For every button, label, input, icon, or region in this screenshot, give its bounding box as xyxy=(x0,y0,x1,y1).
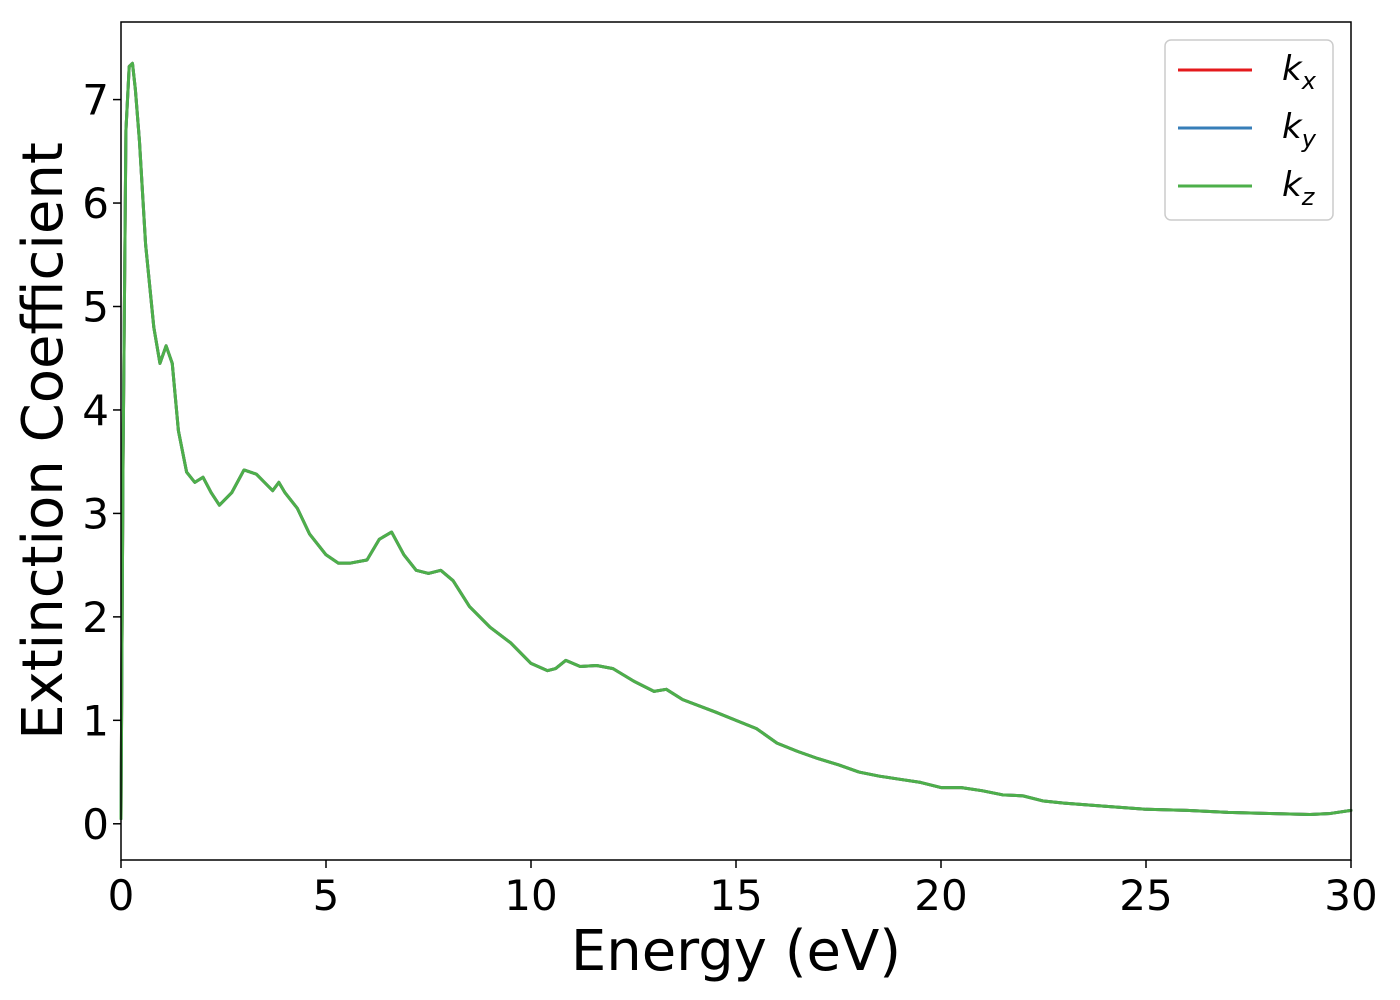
series-line-kz xyxy=(119,61,1353,821)
y-tick-label: 3 xyxy=(82,489,109,538)
y-tick-label: 4 xyxy=(82,386,109,435)
x-tick-label: 5 xyxy=(313,871,340,920)
y-tick-label: 2 xyxy=(82,593,109,642)
x-axis-label: Energy (eV) xyxy=(571,919,901,984)
legend-frame xyxy=(1164,39,1334,221)
y-axis-label: Extinction Coefficient xyxy=(11,142,76,740)
legend: kx ky kz xyxy=(1164,39,1334,221)
ticks-layer: 0 5 10 15 20 25 30 0 1 2 3 4 5 6 7 xyxy=(82,76,1377,920)
y-tick-label: 5 xyxy=(82,283,109,332)
x-tick-label: 20 xyxy=(914,871,967,920)
legend-label-kx: kx xyxy=(1282,49,1317,95)
legend-label-kz: kz xyxy=(1282,165,1316,211)
x-tick-label: 15 xyxy=(709,871,762,920)
x-tick-label: 0 xyxy=(108,871,135,920)
y-tick-label: 6 xyxy=(82,179,109,228)
y-tick-label: 7 xyxy=(82,76,109,125)
x-tick-label: 30 xyxy=(1324,871,1377,920)
series-layer xyxy=(119,61,1353,821)
legend-items: kx ky kz xyxy=(1178,49,1317,211)
y-tick-label: 1 xyxy=(82,696,109,745)
legend-label-ky: ky xyxy=(1282,107,1317,153)
x-tick-label: 10 xyxy=(504,871,557,920)
x-tick-label: 25 xyxy=(1119,871,1172,920)
y-tick-label: 0 xyxy=(82,800,109,849)
